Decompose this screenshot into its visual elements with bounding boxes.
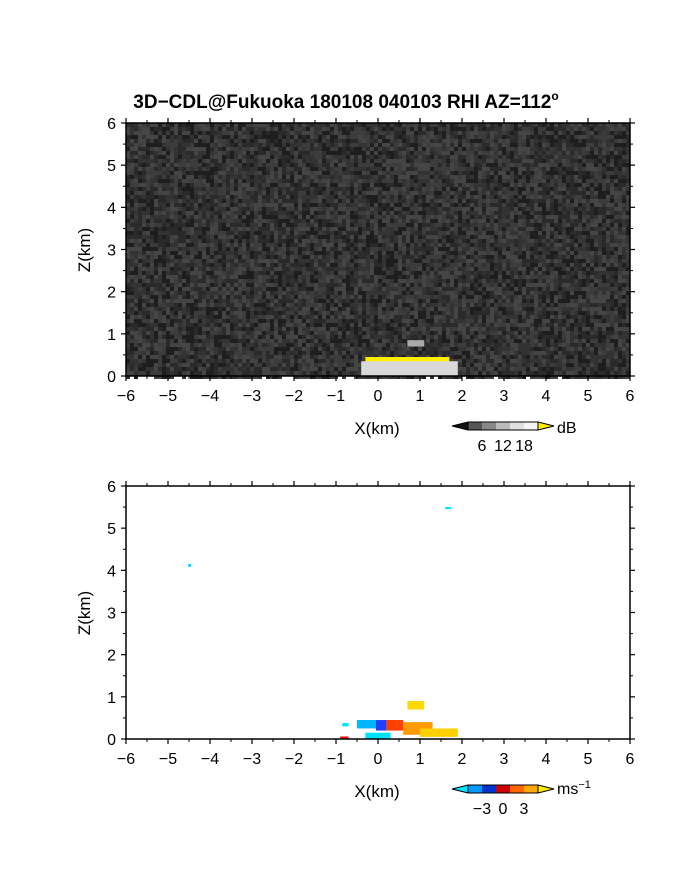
reflectivity-y-tick-label: 5 — [107, 158, 116, 175]
reflectivity-x-tick-label: 3 — [500, 388, 509, 405]
velocity-colorbar-swatch — [468, 785, 482, 793]
velocity-colorbar-unit-base: ms — [557, 781, 578, 798]
velocity-echo-region-4 — [420, 728, 458, 737]
reflectivity-echo-region-1 — [361, 361, 458, 376]
velocity-field — [188, 507, 458, 739]
reflectivity-x-tick-label: 2 — [458, 388, 467, 405]
reflectivity-x-tick-label: −4 — [201, 388, 219, 405]
velocity-panel: −6 −5 −4 −3 −2 −1 0 1 2 3 4 5 6 0 1 2 3 4 5 6 X(km) Z(km) −… — [75, 479, 635, 818]
velocity-colorbar-tick-label: 0 — [499, 801, 508, 818]
velocity-x-tick-label: −2 — [285, 751, 303, 768]
velocity-echo-region-6 — [407, 701, 425, 710]
velocity-ticks: −6 −5 −4 −3 −2 −1 0 1 2 3 4 5 6 0 1 2 3 4 5 6 — [107, 479, 635, 768]
velocity-colorbar-tick-label: −3 — [473, 801, 491, 818]
reflectivity-background-noise — [126, 123, 630, 379]
figure-title-degree: o — [551, 89, 558, 103]
velocity-x-tick-label: −5 — [159, 751, 177, 768]
reflectivity-x-tick-label: −3 — [243, 388, 261, 405]
reflectivity-colorbar-unit: dB — [557, 420, 577, 437]
reflectivity-x-tick-label: 1 — [416, 388, 425, 405]
velocity-y-tick-label: 6 — [107, 479, 116, 496]
velocity-y-tick-label: 2 — [107, 648, 116, 665]
velocity-colorbar-swatch — [482, 785, 496, 793]
velocity-colorbar-high-arrow — [537, 784, 555, 794]
velocity-x-tick-label: 6 — [626, 751, 635, 768]
velocity-colorbar-unit: ms−1 — [557, 779, 591, 798]
reflectivity-y-tick-label: 2 — [107, 285, 116, 302]
reflectivity-x-tick-label: 5 — [584, 388, 593, 405]
reflectivity-colorbar-swatch — [510, 422, 524, 430]
reflectivity-colorbar-tick-label: 12 — [494, 438, 512, 455]
figure-title-text: 3D−CDL@Fukuoka 180108 040103 RHI AZ=112 — [133, 92, 551, 113]
velocity-x-axis-label: X(km) — [354, 782, 399, 801]
velocity-colorbar-tick-label: 3 — [520, 801, 529, 818]
reflectivity-colorbar-swatch — [524, 422, 538, 430]
velocity-y-tick-label: 0 — [107, 732, 116, 749]
reflectivity-x-tick-label: 6 — [626, 388, 635, 405]
velocity-x-tick-label: 2 — [458, 751, 467, 768]
reflectivity-x-tick-label: −2 — [285, 388, 303, 405]
reflectivity-x-tick-label: 0 — [374, 388, 383, 405]
reflectivity-colorbar: 6 12 18 — [451, 421, 555, 455]
reflectivity-colorbar-swatch — [496, 422, 510, 430]
reflectivity-ticks: −6 −5 −4 −3 −2 −1 0 1 2 3 4 5 6 0 1 2 3 4 5 6 — [107, 116, 635, 405]
velocity-echo-region-9 — [445, 507, 452, 510]
reflectivity-x-axis-label: X(km) — [354, 419, 399, 438]
figure-title: 3D−CDL@Fukuoka 180108 040103 RHI AZ=112o — [133, 89, 558, 113]
reflectivity-colorbar-high-arrow — [537, 421, 555, 431]
velocity-colorbar-swatch — [496, 785, 510, 793]
velocity-echo-region-7 — [342, 722, 349, 727]
velocity-y-tick-label: 5 — [107, 521, 116, 538]
velocity-echo-region-5 — [365, 732, 391, 739]
velocity-y-axis-label: Z(km) — [75, 591, 94, 635]
velocity-x-tick-label: −3 — [243, 751, 261, 768]
velocity-x-tick-label: −1 — [327, 751, 345, 768]
reflectivity-y-tick-label: 0 — [107, 369, 116, 386]
velocity-colorbar-low-arrow — [451, 784, 469, 794]
reflectivity-colorbar-low-arrow — [451, 421, 469, 431]
velocity-x-tick-label: 5 — [584, 751, 593, 768]
reflectivity-colorbar-swatch — [482, 422, 496, 430]
reflectivity-colorbar-tick-label: 6 — [478, 438, 487, 455]
reflectivity-y-axis-label: Z(km) — [75, 228, 94, 272]
velocity-x-tick-label: −4 — [201, 751, 219, 768]
velocity-echo-region-2 — [386, 720, 404, 731]
reflectivity-x-tick-label: −6 — [117, 388, 135, 405]
velocity-colorbar: −3 0 3 — [451, 784, 555, 818]
velocity-x-tick-label: 0 — [374, 751, 383, 768]
velocity-colorbar-unit-exponent: −1 — [578, 779, 591, 791]
reflectivity-x-tick-label: −1 — [327, 388, 345, 405]
reflectivity-colorbar-swatch — [468, 422, 482, 430]
velocity-y-tick-label: 1 — [107, 690, 116, 707]
velocity-y-tick-label: 3 — [107, 606, 116, 623]
reflectivity-x-tick-label: −5 — [159, 388, 177, 405]
velocity-echo-region-10 — [188, 564, 192, 567]
velocity-echo-region-0 — [357, 720, 376, 729]
reflectivity-colorbar-tick-label: 18 — [515, 438, 533, 455]
velocity-x-tick-label: 4 — [542, 751, 551, 768]
reflectivity-echo-region-2 — [407, 340, 425, 347]
reflectivity-x-tick-label: 4 — [542, 388, 551, 405]
reflectivity-field — [126, 123, 630, 379]
velocity-colorbar-swatch — [524, 785, 538, 793]
velocity-x-tick-label: 3 — [500, 751, 509, 768]
velocity-x-tick-label: −6 — [117, 751, 135, 768]
velocity-echo-region-1 — [375, 720, 387, 731]
velocity-echo-region-8 — [340, 736, 349, 739]
velocity-plot-frame — [125, 485, 631, 740]
reflectivity-y-tick-label: 4 — [107, 200, 116, 217]
reflectivity-y-tick-label: 3 — [107, 243, 116, 260]
velocity-x-tick-label: 1 — [416, 751, 425, 768]
reflectivity-y-tick-label: 1 — [107, 327, 116, 344]
velocity-y-tick-label: 4 — [107, 563, 116, 580]
velocity-colorbar-swatch — [510, 785, 524, 793]
reflectivity-y-tick-label: 6 — [107, 116, 116, 133]
